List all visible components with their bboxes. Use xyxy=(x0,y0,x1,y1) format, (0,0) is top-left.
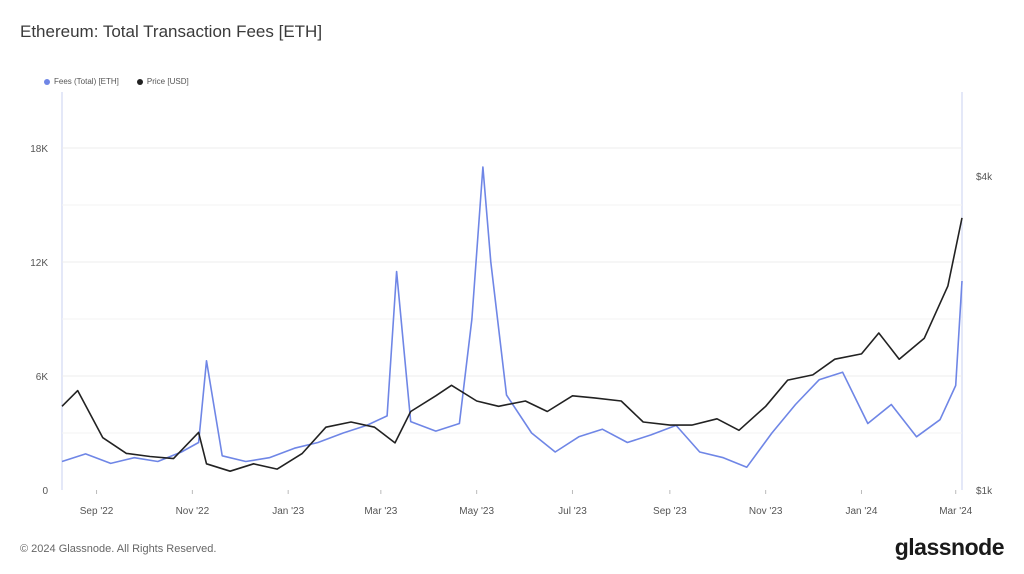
x-tick-label: Nov '23 xyxy=(749,506,783,517)
y-right-tick-label: $1k xyxy=(976,486,993,497)
legend-item-fees[interactable]: Fees (Total) [ETH] xyxy=(44,77,119,86)
legend-label-price: Price [USD] xyxy=(146,77,189,86)
y-left-tick-label: 0 xyxy=(42,486,48,497)
x-tick-label: Mar '23 xyxy=(364,506,397,517)
legend-dot-price xyxy=(136,78,143,85)
legend: Fees (Total) [ETH] Price [USD] xyxy=(44,77,189,86)
legend-item-price[interactable]: Price [USD] xyxy=(136,77,189,86)
x-tick-label: May '23 xyxy=(459,506,494,517)
x-tick-label: Sep '22 xyxy=(80,506,114,517)
x-tick-label: Mar '24 xyxy=(939,506,972,517)
y-left-tick-label: 6K xyxy=(36,372,49,383)
fees-series-line xyxy=(61,166,963,468)
x-tick-label: Jul '23 xyxy=(558,506,587,517)
x-tick-label: Jan '23 xyxy=(272,506,304,517)
legend-label-fees: Fees (Total) [ETH] xyxy=(54,77,119,86)
copyright-footer: © 2024 Glassnode. All Rights Reserved. xyxy=(20,543,217,555)
y-right-tick-label: $4k xyxy=(976,172,993,183)
y-left-tick-label: 18K xyxy=(30,144,48,155)
chart-title: Ethereum: Total Transaction Fees [ETH] xyxy=(20,22,323,41)
y-left-tick-label: 12K xyxy=(30,258,48,269)
legend-dot-fees xyxy=(44,78,50,85)
x-tick-label: Jan '24 xyxy=(846,506,878,517)
glassnode-logo: glassnode xyxy=(894,534,1005,560)
x-tick-label: Nov '22 xyxy=(176,506,210,517)
x-tick-label: Sep '23 xyxy=(653,506,687,517)
price-series-line xyxy=(61,217,963,472)
